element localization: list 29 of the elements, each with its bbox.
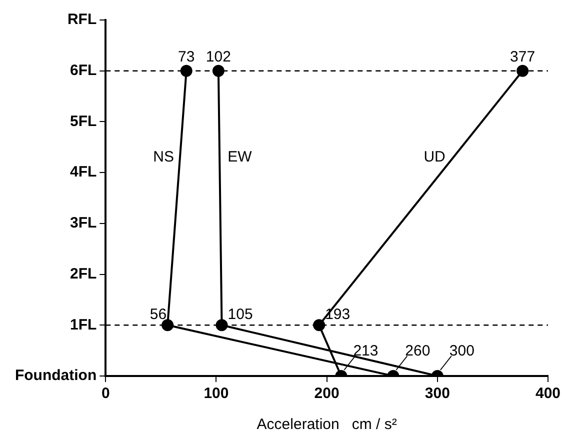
x-tick-label: 300 [424, 385, 450, 402]
y-tick-label: 5FL [70, 112, 97, 130]
data-label: 300 [449, 342, 474, 360]
y-tick-label: 2FL [70, 265, 97, 282]
data-label: 105 [228, 306, 253, 323]
x-tick-label: 200 [314, 385, 340, 402]
data-label: 377 [510, 48, 536, 66]
point [180, 64, 192, 77]
point [516, 64, 529, 77]
data-label: 193 [325, 306, 350, 323]
series-label: UD [424, 148, 446, 166]
series-label: NS [153, 148, 174, 166]
y-tick-label: 3FL [70, 214, 97, 232]
x-tick-label: 100 [204, 385, 229, 402]
y-tick-label: 1FL [70, 316, 97, 334]
y-tick-label: RFL [67, 11, 97, 28]
x-axis-title: Acceleration cm / s² [256, 416, 397, 434]
x-tick-label: 0 [101, 385, 110, 402]
data-label: 260 [405, 342, 430, 360]
point [212, 64, 224, 77]
series-label: EW [228, 148, 253, 166]
y-tick-label: 6FL [70, 62, 97, 79]
data-label: 213 [353, 342, 378, 360]
data-label: 102 [206, 48, 231, 66]
data-label: 56 [150, 306, 167, 323]
y-tick-label: Foundation [14, 367, 97, 384]
y-tick-label: 4FL [70, 164, 97, 181]
data-label: 73 [178, 48, 195, 66]
x-tick-label: 400 [535, 385, 561, 402]
